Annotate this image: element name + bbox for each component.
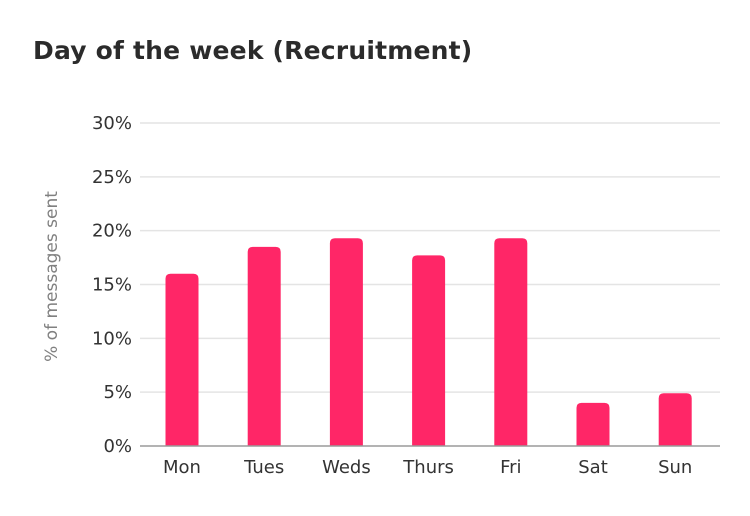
- x-tick-labels: Mon Tues Weds Thurs Fri Sat Sun: [163, 457, 692, 478]
- y-tick-label: 30%: [92, 113, 132, 134]
- y-tick-label: 5%: [103, 382, 132, 403]
- x-tick-label-fri: Fri: [500, 457, 521, 478]
- x-tick-label-sat: Sat: [578, 457, 608, 478]
- bar-mon: [165, 273, 199, 446]
- bar-thurs: [412, 255, 446, 446]
- chart-title: Day of the week (Recruitment): [33, 36, 473, 65]
- x-tick-label-sun: Sun: [658, 457, 692, 478]
- x-tick-label-mon: Mon: [163, 457, 201, 478]
- bar-fri: [494, 238, 528, 446]
- bar-sat: [576, 402, 610, 446]
- x-tick-label-tues: Tues: [243, 457, 284, 478]
- y-tick-label: 25%: [92, 167, 132, 188]
- y-tick-label: 0%: [103, 436, 132, 457]
- bars: [165, 238, 692, 446]
- bar-sun: [658, 393, 692, 446]
- y-tick-label: 20%: [92, 221, 132, 242]
- y-tick-label: 10%: [92, 328, 132, 349]
- y-axis-title: % of messages sent: [42, 191, 62, 362]
- y-tick-label: 15%: [92, 275, 132, 296]
- bar-tues: [247, 246, 281, 446]
- x-tick-label-weds: Weds: [322, 457, 371, 478]
- bar-weds: [329, 238, 363, 446]
- y-tick-labels: 0% 5% 10% 15% 20% 25% 30%: [92, 113, 132, 457]
- x-tick-label-thurs: Thurs: [402, 457, 454, 478]
